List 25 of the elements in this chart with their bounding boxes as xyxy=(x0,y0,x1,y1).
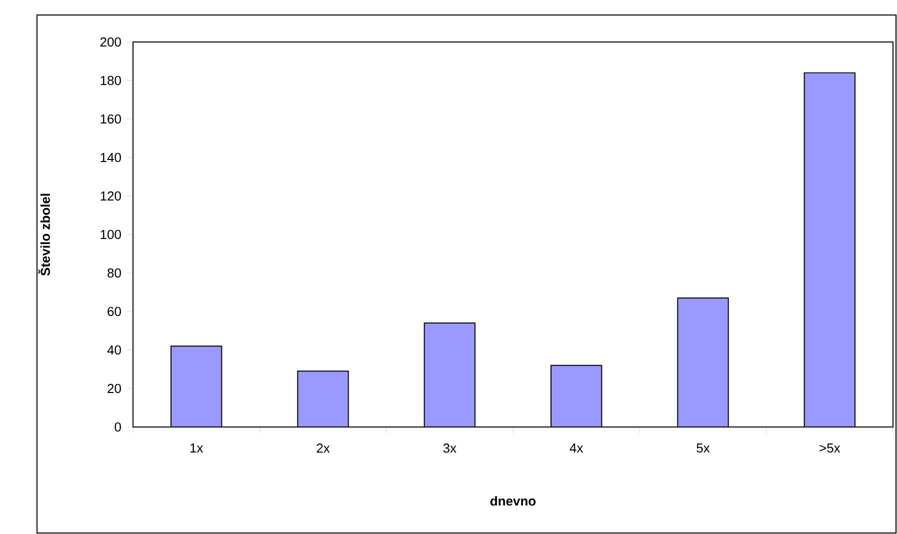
y-tick-label: 100 xyxy=(100,230,121,240)
bar xyxy=(804,72,856,427)
y-tick-label: 180 xyxy=(100,76,121,86)
bar xyxy=(677,298,729,427)
x-axis-title: dnevno xyxy=(490,496,536,506)
x-tick-label: 4x xyxy=(570,444,584,452)
y-tick-label: 160 xyxy=(100,114,121,124)
y-tick-label: 20 xyxy=(108,384,121,394)
y-tick-label: 60 xyxy=(108,306,121,316)
bar xyxy=(550,364,602,427)
y-tick-label: 0 xyxy=(114,422,121,432)
x-tick-label: >5x xyxy=(820,444,840,453)
y-tick-label: 200 xyxy=(100,37,121,47)
y-tick-label: 40 xyxy=(107,345,121,355)
x-tick-label: 5x xyxy=(696,444,710,453)
y-tick-label: 140 xyxy=(100,152,121,162)
bar xyxy=(170,346,222,427)
y-tick-label: 80 xyxy=(108,268,121,278)
y-tick-label: 120 xyxy=(100,191,121,201)
bar xyxy=(297,370,349,427)
x-tick-label: 3x xyxy=(443,444,456,453)
y-axis-title: Število zbolel xyxy=(38,194,50,276)
x-tick-label: 2x xyxy=(316,444,330,453)
x-tick-label: 1x xyxy=(190,444,204,452)
bar xyxy=(424,322,476,427)
